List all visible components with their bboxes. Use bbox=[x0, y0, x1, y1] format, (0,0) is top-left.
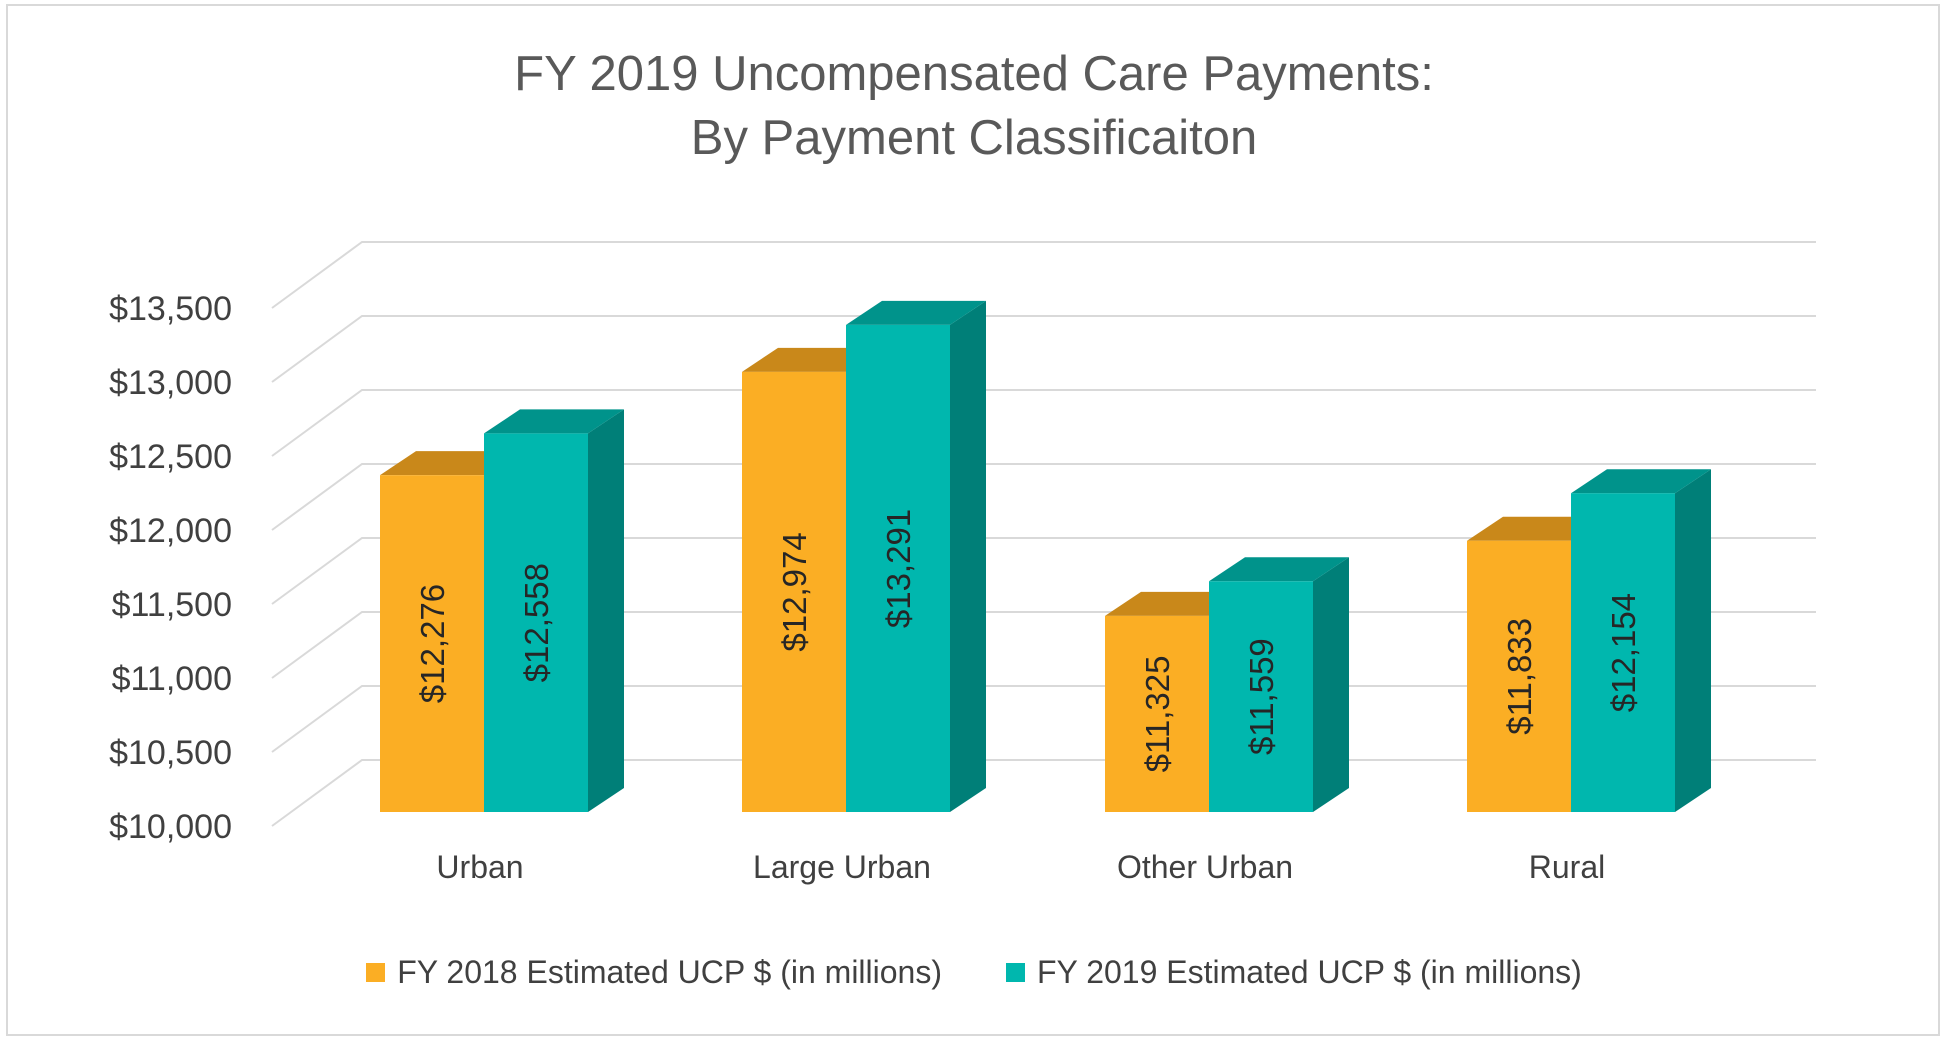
bar-front bbox=[1467, 540, 1571, 812]
bar: $12,276 bbox=[380, 451, 520, 812]
bar-front bbox=[742, 371, 846, 812]
bar-value-label: $12,558 bbox=[518, 563, 555, 682]
y-tick-label: $11,000 bbox=[112, 660, 232, 698]
x-category-label: Rural bbox=[1529, 849, 1605, 885]
bar-value-label: $12,974 bbox=[776, 532, 813, 651]
bar-front bbox=[380, 475, 484, 812]
legend-swatch-fy2018 bbox=[366, 962, 386, 982]
y-tick-label: $12,000 bbox=[109, 512, 232, 550]
bar-side bbox=[1675, 469, 1711, 812]
bar-top bbox=[484, 409, 624, 434]
bar-value-label: $13,291 bbox=[880, 509, 917, 628]
bar-value-label: $12,154 bbox=[1605, 593, 1642, 712]
bar-front bbox=[484, 433, 588, 812]
bar-value-label: $12,276 bbox=[414, 584, 451, 703]
bar: $12,154 bbox=[1571, 469, 1711, 812]
bars: $12,276 $12,558 $12,974 $13,291 $11,325 $11,5… bbox=[380, 300, 1711, 812]
bar-front bbox=[1105, 615, 1209, 812]
chart-title: FY 2019 Uncompensated Care Payments: By … bbox=[0, 42, 1948, 170]
y-tick-label: $13,000 bbox=[109, 364, 232, 402]
gridline bbox=[271, 389, 1816, 457]
bar: $12,558 bbox=[484, 409, 624, 812]
y-tick-label: $10,500 bbox=[109, 734, 232, 772]
legend: FY 2018 Estimated UCP $ (in millions) FY… bbox=[0, 950, 1948, 994]
bar-top bbox=[1571, 469, 1711, 494]
x-category-label: Urban bbox=[436, 849, 523, 885]
bar-side bbox=[1313, 557, 1349, 812]
x-category-label: Large Urban bbox=[753, 849, 931, 885]
gridline bbox=[271, 315, 1816, 383]
legend-label-fy2018: FY 2018 Estimated UCP $ (in millions) bbox=[397, 953, 942, 990]
bar-front bbox=[1209, 581, 1313, 812]
y-tick-label: $11,500 bbox=[112, 586, 232, 624]
bar-front bbox=[846, 324, 950, 812]
bar: $11,559 bbox=[1209, 557, 1349, 812]
y-tick-label: $10,000 bbox=[109, 808, 232, 846]
gridline bbox=[271, 537, 1816, 605]
bar-value-label: $11,559 bbox=[1243, 638, 1280, 755]
x-category-label: Other Urban bbox=[1117, 849, 1293, 885]
bar-top bbox=[846, 300, 986, 325]
legend-item-fy2019: FY 2019 Estimated UCP $ (in millions) bbox=[1006, 954, 1582, 991]
chart-title-line-1: FY 2019 Uncompensated Care Payments: bbox=[514, 47, 1434, 101]
bar-front bbox=[1571, 493, 1675, 812]
bar-side bbox=[588, 409, 624, 812]
bar-value-label: $11,833 bbox=[1501, 618, 1538, 735]
gridline bbox=[271, 463, 1816, 531]
chart-title-line-2: By Payment Classificaiton bbox=[690, 111, 1258, 165]
y-axis-ticks: $10,000 $10,500 $11,000 $11,500 $12,000 $12,5… bbox=[109, 290, 232, 846]
y-tick-label: $12,500 bbox=[109, 438, 232, 476]
legend-label-fy2019: FY 2019 Estimated UCP $ (in millions) bbox=[1037, 953, 1582, 990]
gridline bbox=[271, 241, 1816, 309]
bar-top bbox=[1209, 557, 1349, 582]
x-axis-categories: Urban Large Urban Other Urban Rural bbox=[436, 849, 1605, 885]
y-tick-label: $13,500 bbox=[109, 290, 232, 328]
bar-value-label: $11,325 bbox=[1139, 656, 1176, 773]
legend-swatch-fy2019 bbox=[1006, 962, 1025, 982]
legend-item-fy2018: FY 2018 Estimated UCP $ (in millions) bbox=[366, 954, 942, 991]
bar: $13,291 bbox=[846, 300, 986, 812]
bar-side bbox=[950, 300, 986, 812]
